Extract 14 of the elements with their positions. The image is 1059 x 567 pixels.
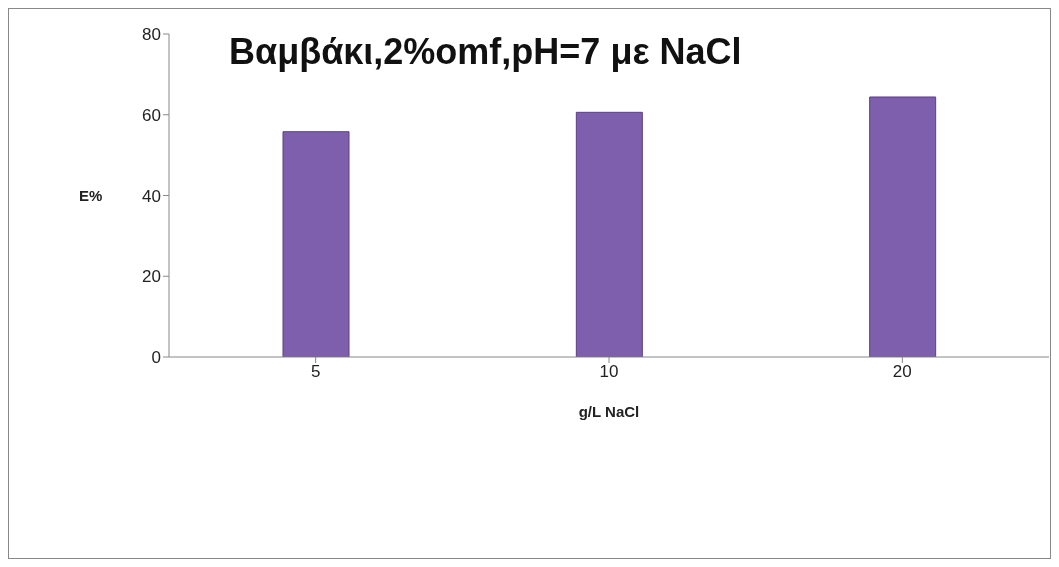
y-tick-label: 40 (142, 186, 161, 206)
bar (282, 131, 350, 357)
x-axis-title: g/L NaCl (578, 403, 640, 420)
bar (869, 96, 937, 357)
x-tick-label: 10 (599, 362, 619, 382)
chart-title: Βαμβάκι,2%omf,pH=7 με NaCl (229, 31, 742, 73)
y-axis-title: E% (79, 186, 103, 204)
y-tick-label: 0 (151, 348, 161, 368)
bar (575, 111, 643, 357)
y-tick-label: 60 (142, 105, 161, 125)
y-tick-label: 20 (142, 267, 161, 287)
y-tick-label: 80 (142, 25, 161, 45)
x-tick-label: 5 (310, 362, 321, 382)
x-tick-label: 20 (892, 362, 912, 382)
